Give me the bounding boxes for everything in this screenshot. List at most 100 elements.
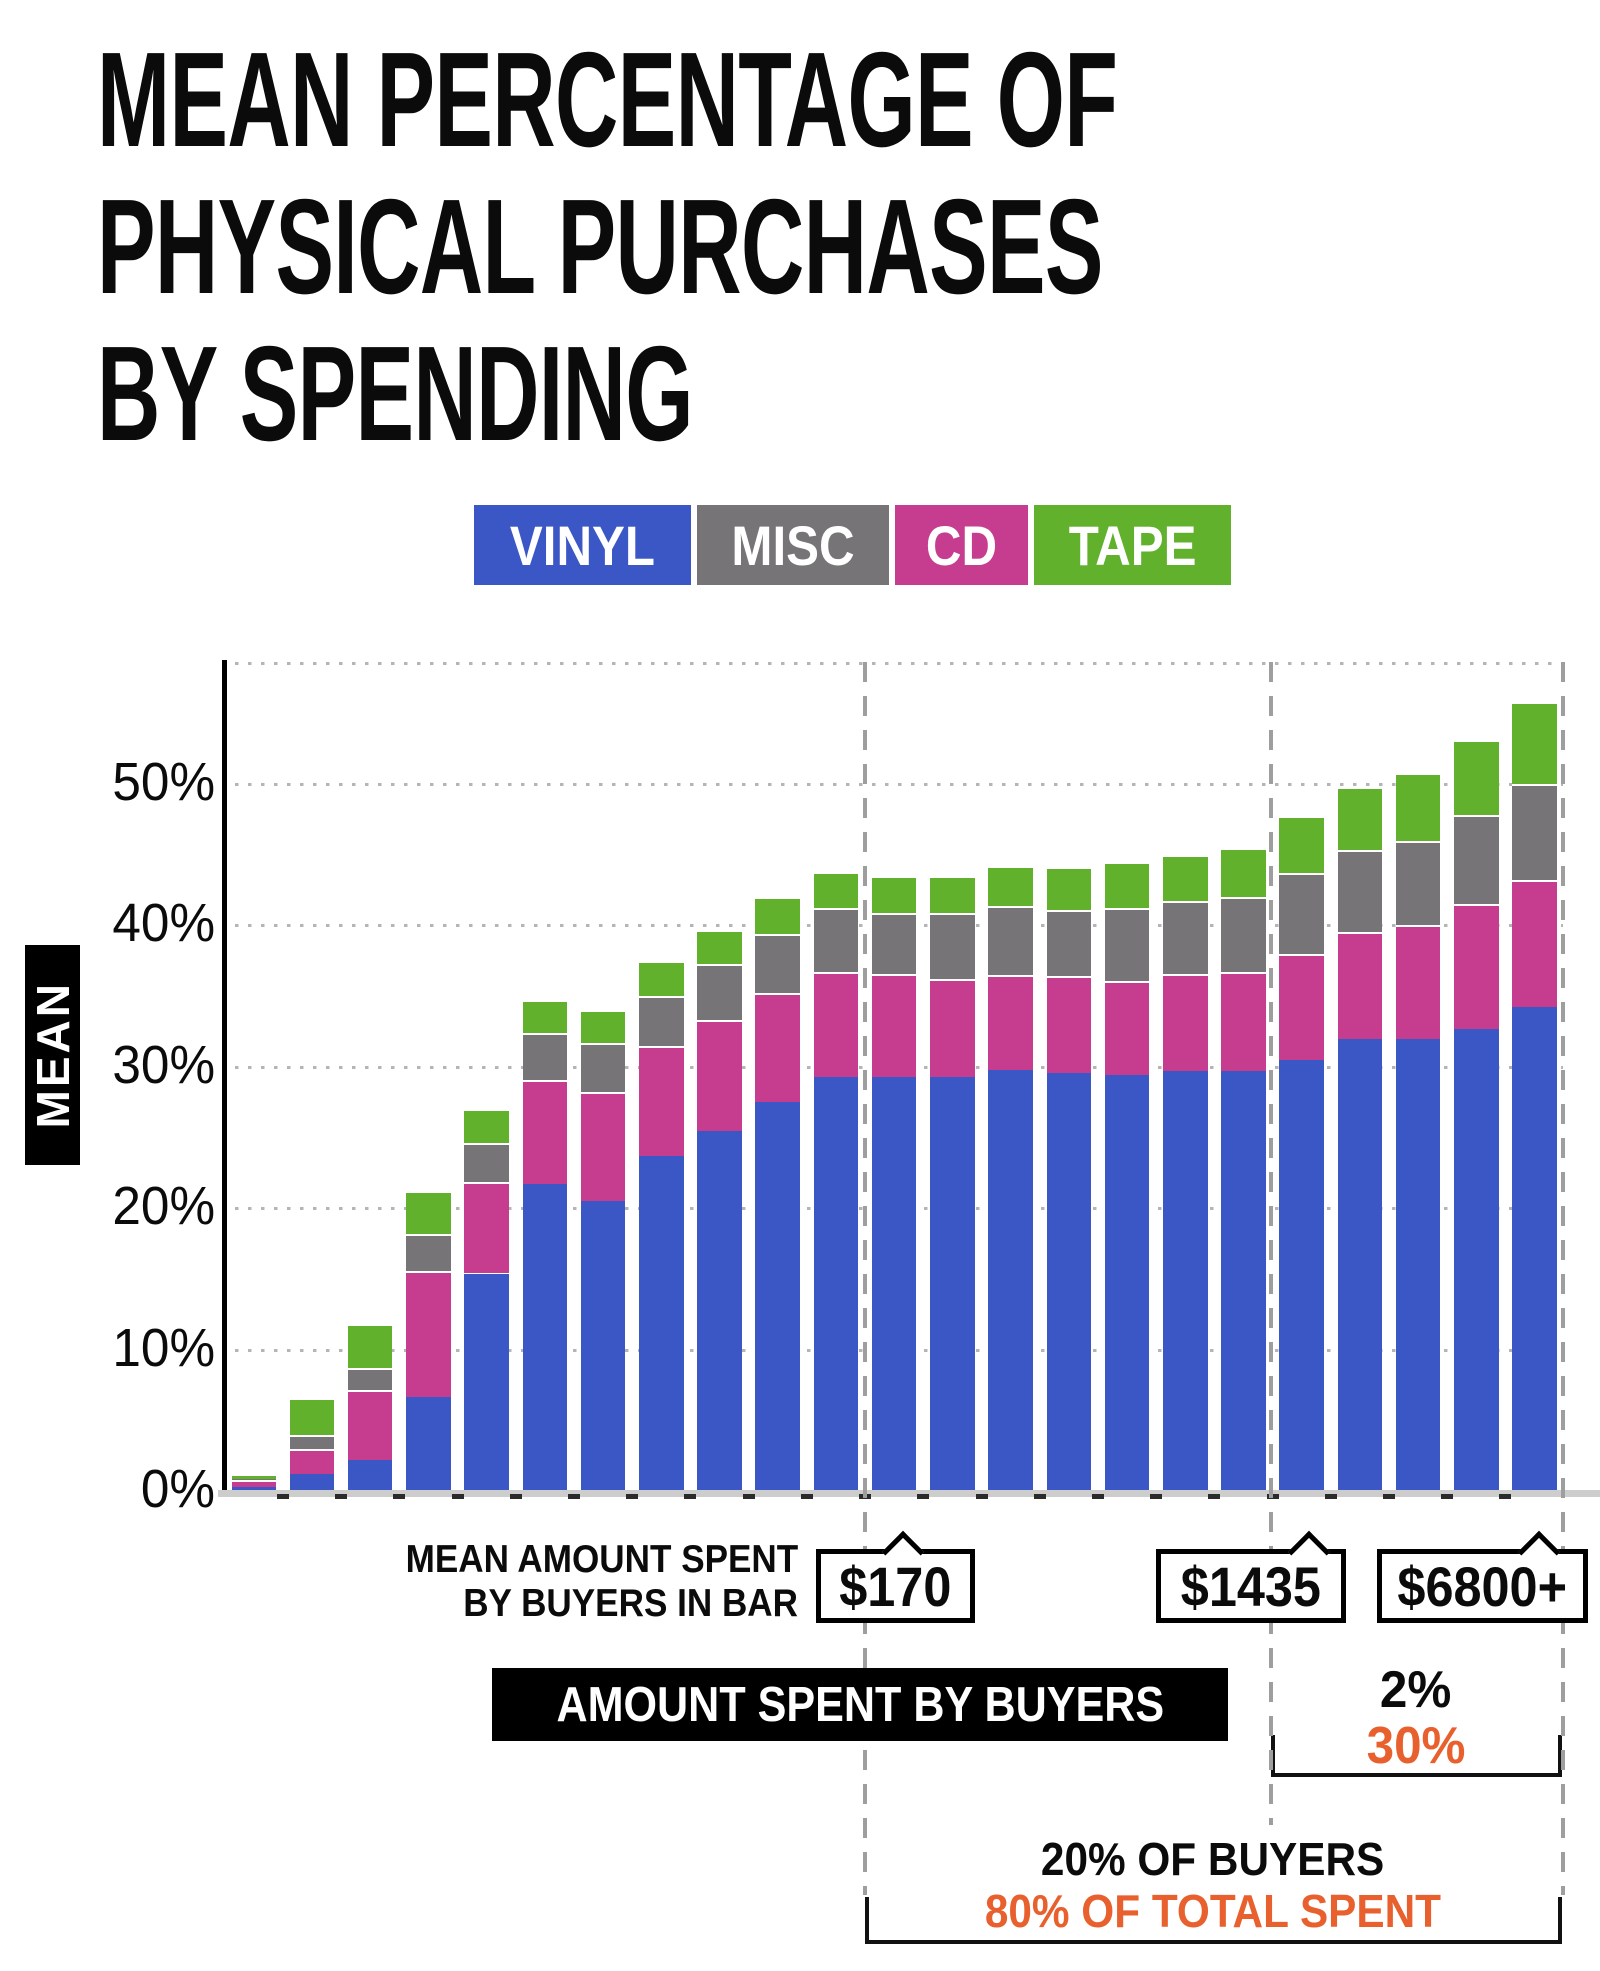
- callout-box-6800+: $6800+: [1377, 1530, 1588, 1623]
- page-title-line-3: BY SPENDING: [97, 318, 694, 469]
- bar-20-segment-tape: [1337, 786, 1383, 851]
- bar-7-segment-cd: [580, 1092, 626, 1202]
- legend-label-misc: MISC: [731, 513, 855, 577]
- y-axis-tick-text: 20%: [112, 1176, 215, 1236]
- bar-3-segment-cd: [347, 1389, 393, 1461]
- y-axis-tick-text: 40%: [112, 893, 215, 953]
- gridline-50pct: [222, 783, 1563, 786]
- y-axis-tick-label-40pct: 40%: [65, 896, 215, 950]
- bar-21-segment-misc: [1395, 840, 1441, 926]
- y-axis-tick-label-20pct: 20%: [65, 1179, 215, 1233]
- y-axis-tick-label-50pct: 50%: [65, 755, 215, 809]
- bar-19-segment-misc: [1279, 873, 1324, 954]
- marker-dashed-line-1: [863, 662, 867, 1895]
- bar-23-segment-cd: [1512, 880, 1557, 1008]
- x-axis-title-text: AMOUNT SPENT BY BUYERS: [556, 1677, 1164, 1732]
- bar-23-segment-tape: [1512, 701, 1557, 784]
- bar-16-segment-misc: [1104, 908, 1150, 981]
- bar-5-segment-tape: [464, 1109, 509, 1144]
- x-axis-tick-4: [451, 1494, 464, 1499]
- x-axis-tick-3: [393, 1494, 406, 1499]
- bar-15-segment-misc: [1046, 909, 1092, 977]
- x-axis-tick-20: [1383, 1494, 1396, 1499]
- y-axis-tick-label-0pct: 0%: [65, 1462, 215, 1516]
- bar-4-segment-vinyl: [406, 1396, 451, 1490]
- top2pct-bracket: [1271, 1735, 1562, 1777]
- y-axis-tick-label-30pct: 30%: [65, 1038, 215, 1092]
- bar-6-segment-tape: [522, 1000, 568, 1033]
- callout-value: $1435: [1180, 1554, 1322, 1618]
- plot-top-border: [222, 662, 1563, 665]
- bar-3-segment-misc: [347, 1368, 393, 1390]
- bar-14-segment-misc: [988, 905, 1033, 975]
- bar-2-segment-vinyl: [289, 1474, 335, 1490]
- bar-21-segment-cd: [1395, 925, 1441, 1039]
- bar-15-segment-vinyl: [1046, 1072, 1092, 1490]
- bar-4-segment-cd: [406, 1270, 451, 1397]
- bar-20-segment-misc: [1337, 850, 1383, 933]
- bar-13-segment-cd: [930, 979, 975, 1077]
- legend-item-cd: CD: [894, 505, 1028, 585]
- bar-3-segment-vinyl: [347, 1460, 393, 1490]
- x-axis-tick-16: [1150, 1494, 1163, 1499]
- bar-5-segment-misc: [464, 1143, 509, 1182]
- bar-14-segment-tape: [988, 865, 1033, 906]
- x-axis-tick-13: [975, 1494, 988, 1499]
- legend-item-tape: TAPE: [1033, 505, 1232, 585]
- legend-label-vinyl: VINYL: [509, 513, 656, 577]
- bar-17-segment-misc: [1163, 901, 1208, 974]
- bar-9-segment-vinyl: [697, 1130, 742, 1490]
- bar-1-segment-cd: [231, 1480, 276, 1488]
- bar-18-segment-tape: [1221, 847, 1266, 898]
- bar-12-segment-tape: [871, 875, 917, 913]
- bar-12-segment-vinyl: [871, 1076, 917, 1490]
- bar-9-segment-cd: [697, 1020, 742, 1131]
- bar-20-segment-cd: [1337, 932, 1383, 1039]
- bar-10-segment-cd: [755, 993, 800, 1103]
- page-title-line-1: MEAN PERCENTAGE OF: [97, 24, 1118, 175]
- y-axis-tick-label-10pct: 10%: [65, 1321, 215, 1375]
- top2pct-buyers-stat: 2%: [1380, 1661, 1452, 1719]
- bar-7-segment-misc: [580, 1042, 626, 1093]
- bar-7-segment-vinyl: [580, 1201, 626, 1490]
- bar-5-segment-vinyl: [464, 1273, 509, 1490]
- bar-12-segment-misc: [871, 912, 917, 974]
- bar-16-segment-vinyl: [1104, 1075, 1150, 1490]
- bar-21-segment-vinyl: [1395, 1038, 1441, 1490]
- bar-8-segment-cd: [639, 1045, 684, 1157]
- x-axis-tick-14: [1033, 1494, 1046, 1499]
- callout-box-1435: $1435: [1156, 1530, 1346, 1623]
- bar-15-segment-cd: [1046, 976, 1092, 1073]
- bar-19-segment-vinyl: [1279, 1059, 1324, 1490]
- legend-label-tape: TAPE: [1068, 513, 1197, 577]
- bar-4-segment-tape: [406, 1191, 451, 1234]
- bar-2-segment-misc: [289, 1434, 335, 1449]
- bar-16-segment-tape: [1104, 861, 1150, 909]
- bar-14-segment-cd: [988, 974, 1033, 1070]
- x-axis-tick-17: [1208, 1494, 1221, 1499]
- marker-dashed-line-2: [1269, 662, 1273, 1825]
- bar-6-segment-cd: [522, 1079, 568, 1185]
- bar-18-segment-cd: [1221, 972, 1266, 1072]
- bar-22-segment-misc: [1454, 815, 1499, 905]
- bar-10-segment-tape: [755, 897, 800, 934]
- bar-4-segment-misc: [406, 1233, 451, 1271]
- bar-12-segment-cd: [871, 973, 917, 1077]
- bar-13-segment-misc: [930, 912, 975, 980]
- x-axis-tick-1: [276, 1494, 289, 1499]
- bar-6-segment-vinyl: [522, 1184, 568, 1490]
- bar-11-segment-misc: [813, 908, 859, 973]
- y-axis-tick-text: 30%: [112, 1034, 215, 1095]
- bar-8-segment-misc: [639, 996, 684, 1046]
- bar-21-segment-tape: [1395, 772, 1441, 841]
- bar-15-segment-tape: [1046, 867, 1092, 910]
- bar-19-segment-cd: [1279, 953, 1324, 1060]
- callout-value: $6800+: [1397, 1554, 1568, 1618]
- bar-13-segment-vinyl: [930, 1076, 975, 1490]
- x-axis-tick-7: [626, 1494, 639, 1499]
- x-axis-tick-8: [684, 1494, 697, 1499]
- bar-23-segment-vinyl: [1512, 1007, 1557, 1490]
- y-axis-tick-text: 50%: [112, 751, 215, 812]
- x-axis-tick-5: [509, 1494, 522, 1499]
